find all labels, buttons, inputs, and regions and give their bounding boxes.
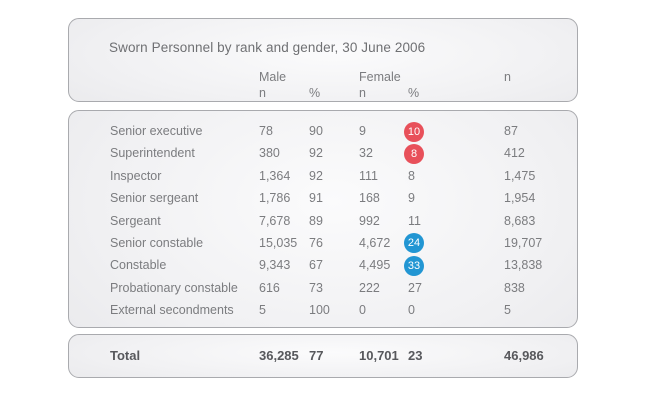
cell-male-n: 5 bbox=[259, 303, 266, 318]
cell-total-label: Total bbox=[110, 348, 141, 363]
subheader-female-n: n bbox=[359, 86, 366, 100]
cell-total-n: 13,838 bbox=[504, 258, 543, 273]
cell-total-n: 5 bbox=[504, 303, 511, 318]
column-header-female: Female bbox=[359, 70, 401, 84]
cell-female-n: 32 bbox=[359, 146, 373, 161]
cell-total-n: 1,475 bbox=[504, 168, 536, 183]
cell-rank-label: Senior constable bbox=[110, 235, 204, 250]
cell-male-n: 78 bbox=[259, 124, 273, 138]
cell-rank-label: External secondments bbox=[110, 303, 234, 318]
table-row: Senior executive 78 90 9 10 87 bbox=[69, 120, 577, 142]
cell-total-grand-n: 46,986 bbox=[504, 348, 544, 363]
cell-male-pct: 73 bbox=[309, 280, 323, 295]
cell-male-pct: 89 bbox=[309, 213, 323, 228]
cell-male-pct: 76 bbox=[309, 235, 323, 250]
cell-male-n: 9,343 bbox=[259, 258, 291, 273]
table-header-panel: Sworn Personnel by rank and gender, 30 J… bbox=[68, 18, 578, 102]
cell-male-n: 1,364 bbox=[259, 168, 291, 183]
column-header-male: Male bbox=[259, 70, 287, 84]
cell-female-pct: 0 bbox=[408, 303, 415, 318]
female-pct-badge-red: 8 bbox=[404, 143, 424, 164]
column-header-total-n: n bbox=[504, 70, 511, 84]
cell-female-n: 0 bbox=[359, 303, 366, 318]
table-title: Sworn Personnel by rank and gender, 30 J… bbox=[109, 40, 426, 55]
table-row: Superintendent 380 92 32 8 412 bbox=[69, 142, 577, 164]
table-row: Constable 9,343 67 4,495 33 13,838 bbox=[69, 254, 577, 276]
column-group-header-row: Male Female n bbox=[69, 69, 577, 85]
table-body-panel: Senior executive 78 90 9 10 87 Superinte… bbox=[68, 110, 578, 328]
cell-total-female-pct: 23 bbox=[408, 348, 423, 363]
cell-total-n: 838 bbox=[504, 280, 525, 295]
cell-total-n: 412 bbox=[504, 146, 525, 161]
table-row: Sergeant 7,678 89 992 11 8,683 bbox=[69, 210, 577, 232]
cell-total-female-n: 10,701 bbox=[359, 348, 399, 363]
cell-female-n: 222 bbox=[359, 280, 380, 295]
cell-total-n: 19,707 bbox=[504, 235, 543, 250]
cell-male-pct: 100 bbox=[309, 303, 330, 318]
subheader-male-pct: % bbox=[309, 86, 321, 100]
cell-total-n: 1,954 bbox=[504, 191, 536, 206]
cell-total-male-pct: 77 bbox=[309, 348, 324, 363]
table-row: Senior sergeant 1,786 91 168 9 1,954 bbox=[69, 187, 577, 209]
cell-female-n: 4,495 bbox=[359, 258, 391, 273]
cell-male-pct: 92 bbox=[309, 146, 323, 161]
cell-female-n: 4,672 bbox=[359, 235, 391, 250]
cell-rank-label: Superintendent bbox=[110, 146, 195, 161]
cell-male-pct: 91 bbox=[309, 191, 323, 206]
cell-rank-label: Inspector bbox=[110, 168, 162, 183]
subheader-male-n: n bbox=[259, 86, 266, 100]
table-row: Senior constable 15,035 76 4,672 24 19,7… bbox=[69, 232, 577, 254]
female-pct-badge-blue: 24 bbox=[404, 233, 424, 254]
cell-rank-label: Senior sergeant bbox=[110, 191, 199, 206]
column-subheader-row: n % n % bbox=[69, 85, 577, 101]
cell-female-pct: 9 bbox=[408, 191, 415, 206]
table-row: Probationary constable 616 73 222 27 838 bbox=[69, 277, 577, 299]
cell-male-n: 1,786 bbox=[259, 191, 291, 206]
cell-male-n: 380 bbox=[259, 146, 280, 161]
cell-rank-label: Constable bbox=[110, 258, 167, 273]
cell-male-n: 7,678 bbox=[259, 213, 291, 228]
table-row: External secondments 5 100 0 0 5 bbox=[69, 299, 577, 321]
cell-male-pct: 67 bbox=[309, 258, 323, 273]
cell-rank-label: Sergeant bbox=[110, 213, 161, 228]
female-pct-badge-blue: 33 bbox=[404, 255, 424, 276]
cell-female-pct: 27 bbox=[408, 280, 422, 295]
cell-total-male-n: 36,285 bbox=[259, 348, 299, 363]
cell-male-pct: 92 bbox=[309, 168, 323, 183]
cell-female-pct: 11 bbox=[408, 213, 421, 228]
table-rows: Senior executive 78 90 9 10 87 Superinte… bbox=[69, 120, 577, 322]
cell-total-n: 87 bbox=[504, 124, 518, 138]
cell-male-n: 616 bbox=[259, 280, 280, 295]
cell-female-n: 9 bbox=[359, 124, 366, 138]
subheader-female-pct: % bbox=[408, 86, 420, 100]
cell-male-pct: 90 bbox=[309, 124, 323, 138]
cell-rank-label: Probationary constable bbox=[110, 280, 238, 295]
cell-female-n: 168 bbox=[359, 191, 380, 206]
total-row: Total 36,285 77 10,701 23 46,986 bbox=[69, 335, 577, 376]
female-pct-badge-red: 10 bbox=[404, 121, 424, 142]
table-row: Inspector 1,364 92 111 8 1,475 bbox=[69, 165, 577, 187]
cell-female-pct: 8 bbox=[408, 168, 415, 183]
cell-male-n: 15,035 bbox=[259, 235, 298, 250]
cell-total-n: 8,683 bbox=[504, 213, 536, 228]
table-total-panel: Total 36,285 77 10,701 23 46,986 bbox=[68, 334, 578, 378]
cell-female-n: 111 bbox=[359, 168, 379, 183]
cell-female-n: 992 bbox=[359, 213, 380, 228]
cell-rank-label: Senior executive bbox=[110, 124, 203, 138]
